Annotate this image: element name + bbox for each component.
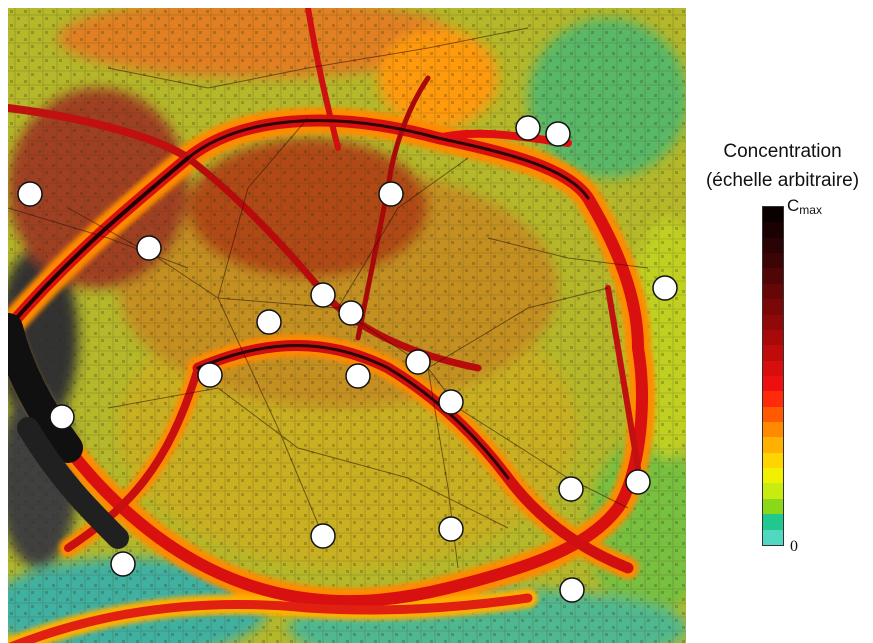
color-scale-step <box>763 283 783 300</box>
sensor-marker[interactable] <box>405 349 431 375</box>
color-scale-step <box>763 299 783 315</box>
sensor-marker[interactable] <box>310 282 336 308</box>
color-scale-step <box>763 253 783 269</box>
color-scale-step <box>763 437 783 453</box>
sensor-marker[interactable] <box>438 389 464 415</box>
color-scale-step <box>763 314 783 330</box>
sensor-marker[interactable] <box>136 235 162 261</box>
legend-title: Concentration <box>723 141 842 162</box>
color-scale-step <box>763 452 783 469</box>
sensor-marker[interactable] <box>197 362 223 388</box>
color-scale-step <box>763 329 783 346</box>
roads-peak <box>8 119 590 549</box>
color-scale-step <box>763 514 783 530</box>
color-scale-step <box>763 268 783 284</box>
legend-subtitle: (échelle arbitraire) <box>705 170 860 191</box>
color-scale-step <box>763 391 783 407</box>
sensor-marker[interactable] <box>545 121 571 147</box>
legend-max-sub: max <box>799 203 822 217</box>
color-scale-step <box>763 529 783 545</box>
sensor-marker[interactable] <box>625 469 651 495</box>
color-scale-step <box>763 237 783 254</box>
legend-max-label: Cmax <box>787 196 822 217</box>
sensor-marker[interactable] <box>310 523 336 549</box>
street-network <box>8 27 649 569</box>
sensor-marker[interactable] <box>652 275 678 301</box>
sensor-marker[interactable] <box>256 309 282 335</box>
color-scale-bar <box>762 206 784 546</box>
color-scale-step <box>763 498 783 515</box>
sensor-marker[interactable] <box>515 115 541 141</box>
color-scale-step <box>763 375 783 392</box>
color-scale-step <box>763 360 783 376</box>
pollution-map <box>8 8 686 643</box>
sensor-marker[interactable] <box>558 476 584 502</box>
map-canvas <box>8 8 686 643</box>
color-scale-step <box>763 422 783 438</box>
sensor-marker[interactable] <box>49 404 75 430</box>
color-scale-step <box>763 406 783 423</box>
color-scale-step <box>763 468 783 484</box>
sensor-marker[interactable] <box>17 181 43 207</box>
sensor-marker[interactable] <box>438 516 464 542</box>
color-scale-step <box>763 345 783 361</box>
legend-max-base: C <box>787 196 800 215</box>
sensor-marker[interactable] <box>559 577 585 603</box>
sensor-marker[interactable] <box>110 551 136 577</box>
sensor-markers <box>17 115 678 603</box>
sensor-marker[interactable] <box>345 363 371 389</box>
color-scale-step <box>763 222 783 238</box>
sensor-marker[interactable] <box>378 181 404 207</box>
legend-min-label: 0 <box>790 538 798 555</box>
color-scale-step <box>763 207 783 223</box>
color-scale-step <box>763 483 783 499</box>
sensor-marker[interactable] <box>338 300 364 326</box>
